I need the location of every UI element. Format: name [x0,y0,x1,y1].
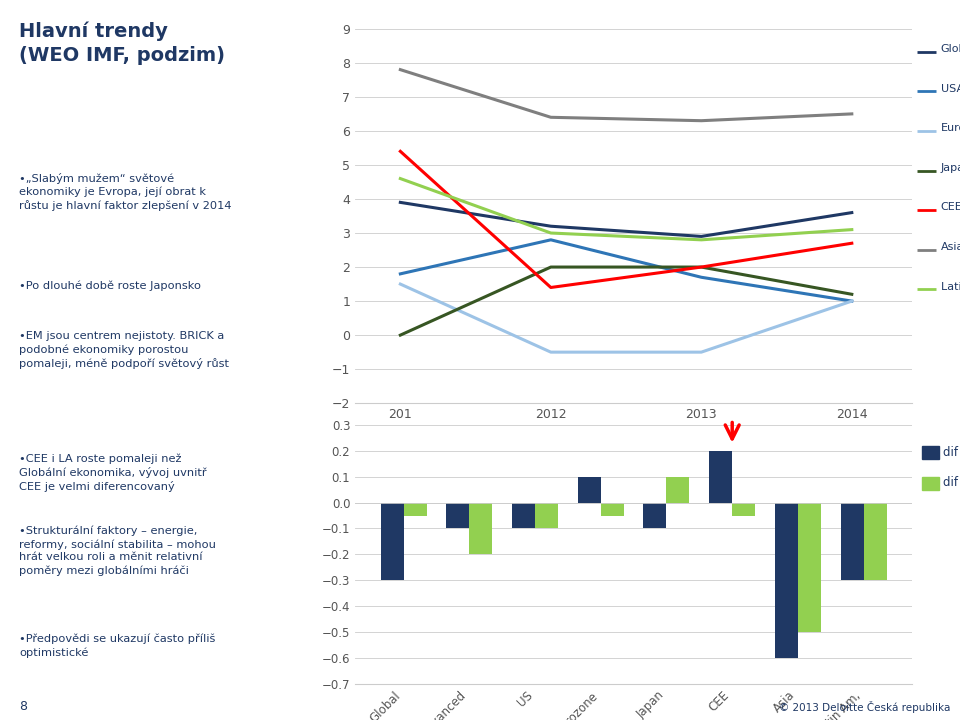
Text: Hlavní trendy
(WEO IMF, podzim): Hlavní trendy (WEO IMF, podzim) [19,22,226,65]
Bar [666,477,689,503]
Bar [775,503,798,658]
Text: USA: USA [941,84,960,94]
Text: dif 14: dif 14 [943,476,960,489]
Text: CEE: CEE [941,202,960,212]
Text: Eurozone: Eurozone [941,123,960,133]
Text: Japan: Japan [941,163,960,173]
Text: •Po dlouhé době roste Japonsko: •Po dlouhé době roste Japonsko [19,281,202,292]
Bar [732,503,756,516]
Text: 8: 8 [19,700,27,713]
Text: •„Slabým mužem“ světové
ekonomiky je Evropa, její obrat k
růstu je hlavní faktor: •„Slabým mužem“ světové ekonomiky je Evr… [19,173,231,211]
Bar [380,503,403,580]
Bar [709,451,732,503]
Bar [535,503,558,528]
Bar [643,503,666,528]
Text: © 2013 Deloitte Česká republika: © 2013 Deloitte Česká republika [779,701,950,713]
Text: Asia: Asia [941,242,960,252]
Bar [512,503,535,528]
Bar [798,503,821,632]
Bar [841,503,864,580]
Text: Global: Global [941,44,960,54]
Text: •CEE i LA roste pomaleji než
Globální ekonomika, vývoj uvnitř
CEE je velmi difer: •CEE i LA roste pomaleji než Globální ek… [19,454,206,492]
Bar [578,477,601,503]
Text: •Předpovědi se ukazují často příliš
optimistické: •Předpovědi se ukazují často příliš opti… [19,634,216,657]
Text: •Strukturální faktory – energie,
reformy, sociální stabilita – mohou
hrát velkou: •Strukturální faktory – energie, reformy… [19,526,216,576]
Bar [403,503,426,516]
Text: dif 13: dif 13 [943,446,960,459]
Bar [469,503,492,554]
Bar [864,503,887,580]
Text: Latin Am,: Latin Am, [941,282,960,292]
Text: •EM jsou centrem nejistoty. BRICK a
podobné ekonomiky porostou
pomaleji, méně po: •EM jsou centrem nejistoty. BRICK a podo… [19,331,229,369]
Bar [446,503,469,528]
Bar [601,503,624,516]
